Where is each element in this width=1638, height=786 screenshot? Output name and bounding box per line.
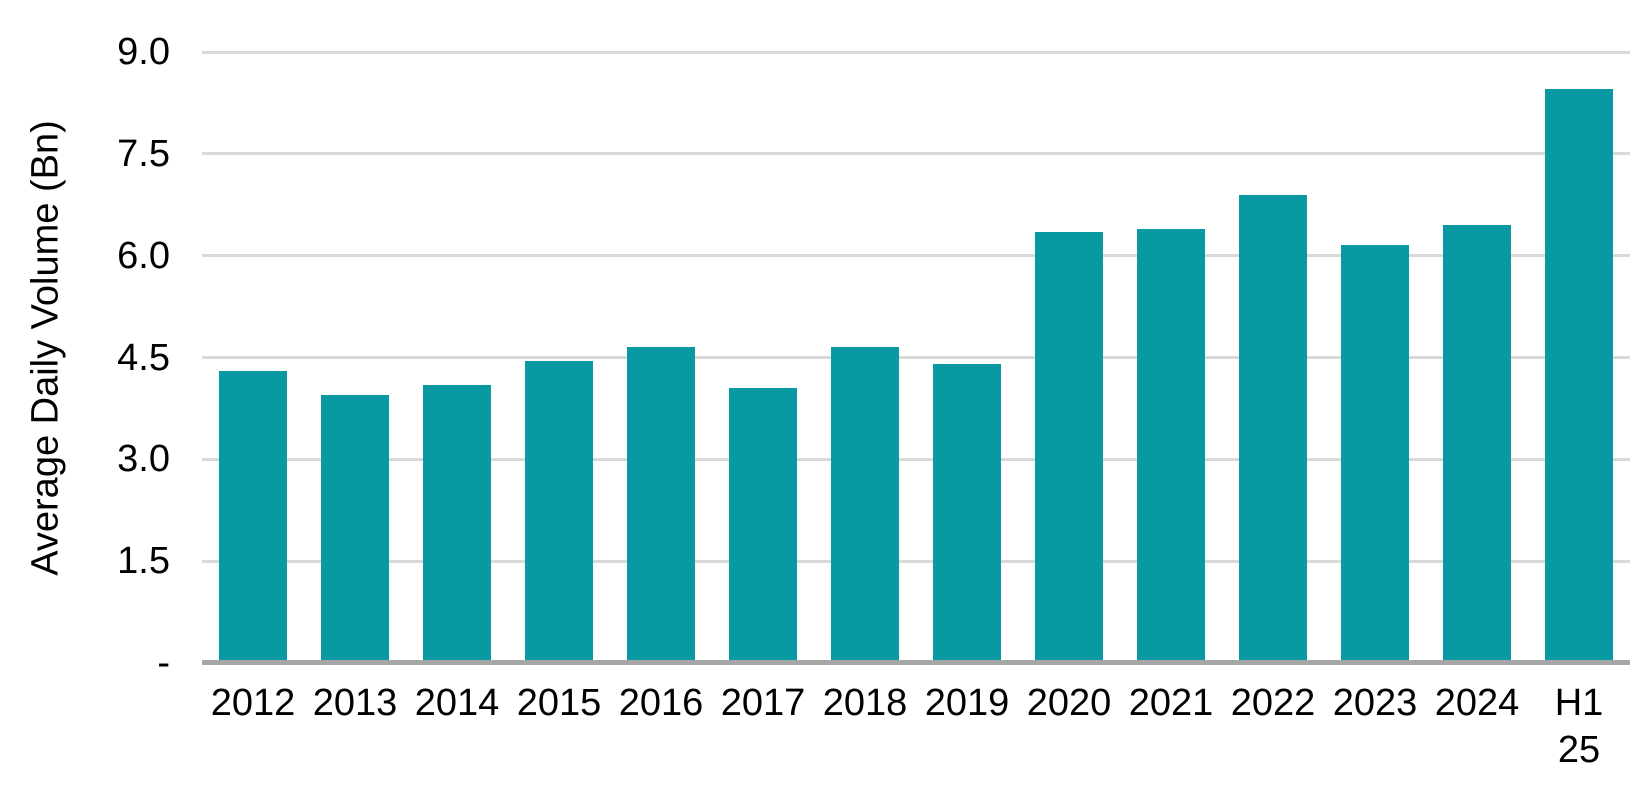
x-axis-line — [202, 660, 1630, 665]
gridline-4.5 — [202, 356, 1630, 359]
bar-2016 — [627, 347, 695, 663]
x-tick-label-H1-25: H1 25 — [1554, 682, 1604, 771]
y-tick-label-7.5: 7.5 — [117, 132, 170, 175]
bar-H1-25 — [1545, 89, 1613, 663]
bar-2014 — [423, 384, 491, 663]
x-tick-label-2017: 2017 — [720, 682, 806, 724]
bar-2018 — [831, 347, 899, 663]
bar-2022 — [1239, 194, 1307, 663]
y-tick-label-3.0: 3.0 — [117, 438, 170, 481]
plot-area — [202, 0, 1630, 665]
gridline-7.5 — [202, 152, 1630, 156]
bar-2024 — [1443, 225, 1511, 663]
gridline-9.0 — [202, 50, 1630, 54]
y-tick-label-9.0: 9.0 — [117, 31, 170, 73]
x-tick-label-2018: 2018 — [822, 682, 908, 724]
x-tick-label-2014: 2014 — [414, 682, 500, 724]
bar-2012 — [219, 371, 287, 663]
gridline-3.0 — [202, 457, 1630, 461]
x-tick-label-2019: 2019 — [924, 682, 1010, 724]
x-tick-label-2013: 2013 — [312, 682, 398, 724]
bar-2017 — [729, 388, 797, 663]
bar-2023 — [1341, 245, 1409, 663]
y-tick-label-4.5: 4.5 — [117, 336, 170, 379]
y-tick-label--: - — [157, 642, 170, 684]
x-tick-label-2015: 2015 — [516, 682, 602, 724]
x-tick-label-2020: 2020 — [1026, 682, 1112, 724]
bar-2021 — [1137, 228, 1205, 663]
x-tick-label-2021: 2021 — [1128, 682, 1214, 724]
x-tick-label-2012: 2012 — [210, 682, 296, 724]
y-tick-label-6.0: 6.0 — [117, 234, 170, 277]
x-tick-label-2016: 2016 — [618, 682, 704, 724]
bar-2013 — [321, 394, 389, 663]
bar-2015 — [525, 360, 593, 663]
x-tick-label-2024: 2024 — [1434, 682, 1520, 724]
bar-2019 — [933, 364, 1001, 663]
bar-2020 — [1035, 231, 1103, 663]
y-tick-label-1.5: 1.5 — [117, 540, 170, 583]
gridline-1.5 — [202, 559, 1630, 563]
gridline-6.0 — [202, 254, 1630, 258]
x-tick-label-2022: 2022 — [1230, 682, 1316, 724]
x-tick-label-2023: 2023 — [1332, 682, 1418, 724]
